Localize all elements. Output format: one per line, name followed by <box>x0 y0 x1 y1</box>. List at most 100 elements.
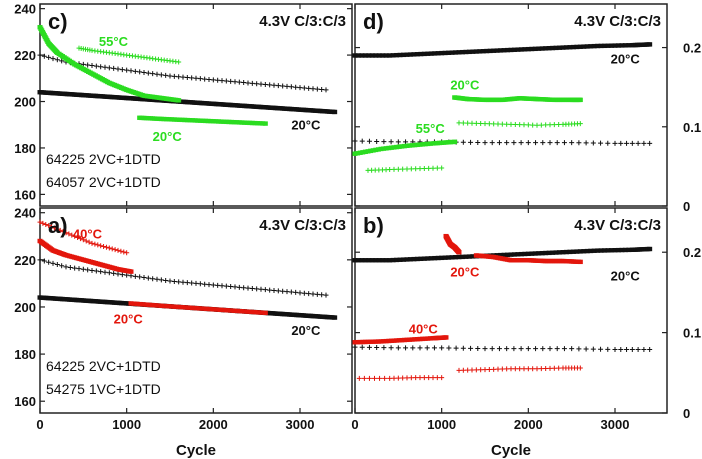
data-point <box>369 258 375 263</box>
data-point <box>570 44 576 50</box>
data-point <box>158 277 164 283</box>
data-point <box>394 338 400 343</box>
data-point <box>146 302 152 308</box>
data-point <box>473 120 479 126</box>
data-point <box>297 85 303 91</box>
data-point <box>475 346 481 352</box>
data-point <box>486 121 492 127</box>
data-point <box>460 367 466 373</box>
data-point <box>470 49 476 54</box>
data-point <box>376 53 382 58</box>
data-point <box>98 243 104 249</box>
data-point <box>508 121 514 127</box>
data-point <box>504 121 510 127</box>
y-tick-label: 0.2 <box>683 41 701 56</box>
data-point <box>410 345 416 351</box>
data-point <box>206 76 212 82</box>
data-point <box>112 247 118 253</box>
data-point <box>232 79 238 85</box>
data-point <box>280 288 286 294</box>
data-point <box>101 243 107 249</box>
data-point <box>232 284 238 290</box>
y-tick-label: 200 <box>14 95 36 110</box>
data-point <box>373 339 379 344</box>
x-tick-label: 1000 <box>112 417 141 432</box>
data-point <box>145 275 151 281</box>
data-point <box>394 257 400 263</box>
axes-frame <box>354 3 668 207</box>
data-point <box>556 122 562 128</box>
data-point <box>252 309 258 315</box>
legend-entry: 64057 2VC+1DTD <box>46 174 161 190</box>
data-point <box>236 79 242 85</box>
data-point <box>478 367 484 373</box>
data-point <box>482 140 488 146</box>
data-point <box>323 87 329 93</box>
data-point <box>373 258 379 263</box>
data-point <box>525 122 531 128</box>
data-point <box>622 247 628 253</box>
data-point <box>574 44 580 50</box>
data-point <box>615 43 621 48</box>
data-point <box>183 305 189 310</box>
data-point <box>553 250 559 255</box>
data-point <box>141 275 147 281</box>
data-point <box>453 345 459 351</box>
y-tick-label: 220 <box>14 253 36 268</box>
data-point <box>615 247 621 253</box>
data-point <box>155 303 161 308</box>
data-point <box>171 73 177 79</box>
data-point <box>590 346 596 352</box>
annotation-label: 20°C <box>153 129 183 144</box>
data-point <box>366 53 372 58</box>
series-a-2 <box>37 238 134 274</box>
data-point <box>425 336 431 341</box>
data-point <box>106 270 112 276</box>
data-point <box>140 302 146 307</box>
data-point <box>553 45 559 51</box>
data-point <box>193 280 199 286</box>
data-point <box>404 375 410 381</box>
data-point <box>395 375 401 381</box>
data-point <box>63 230 69 236</box>
data-point <box>401 257 407 262</box>
data-point <box>210 77 216 83</box>
data-point <box>647 346 653 352</box>
y-tick-label: 0.1 <box>683 120 701 135</box>
data-point <box>128 68 134 74</box>
data-point <box>355 151 361 156</box>
data-point <box>629 346 635 352</box>
data-point <box>102 269 108 275</box>
data-point <box>430 375 436 381</box>
data-point <box>378 146 384 152</box>
data-point <box>412 142 418 148</box>
panel-c: 160 180 200 220 240 c) 4.3V C/3:C/3 55°C 20°C 20°… <box>14 2 353 207</box>
data-point <box>63 264 69 270</box>
data-point <box>484 48 490 54</box>
data-point <box>508 252 514 257</box>
data-point <box>226 119 232 125</box>
data-point <box>480 49 486 54</box>
y-tick-label: 200 <box>14 300 36 315</box>
data-point <box>255 121 261 126</box>
data-point <box>111 65 117 71</box>
data-point <box>164 116 170 122</box>
data-point <box>518 251 524 257</box>
data-point <box>538 366 544 372</box>
data-point <box>373 53 379 58</box>
data-point <box>591 43 597 49</box>
data-point <box>525 140 531 146</box>
data-point <box>456 254 462 260</box>
data-point <box>391 375 397 381</box>
data-point <box>456 367 462 373</box>
data-point <box>260 121 266 126</box>
data-point <box>532 251 538 256</box>
data-point <box>197 118 203 123</box>
data-point <box>171 278 177 284</box>
panel-a: 160 180 200 220 240 0 1000 2000 3000 Cycle a) 4.3V … <box>14 206 353 459</box>
data-point <box>584 44 590 49</box>
data-point <box>102 64 108 70</box>
data-point <box>401 52 407 58</box>
data-point <box>215 282 221 288</box>
data-point <box>397 52 403 58</box>
